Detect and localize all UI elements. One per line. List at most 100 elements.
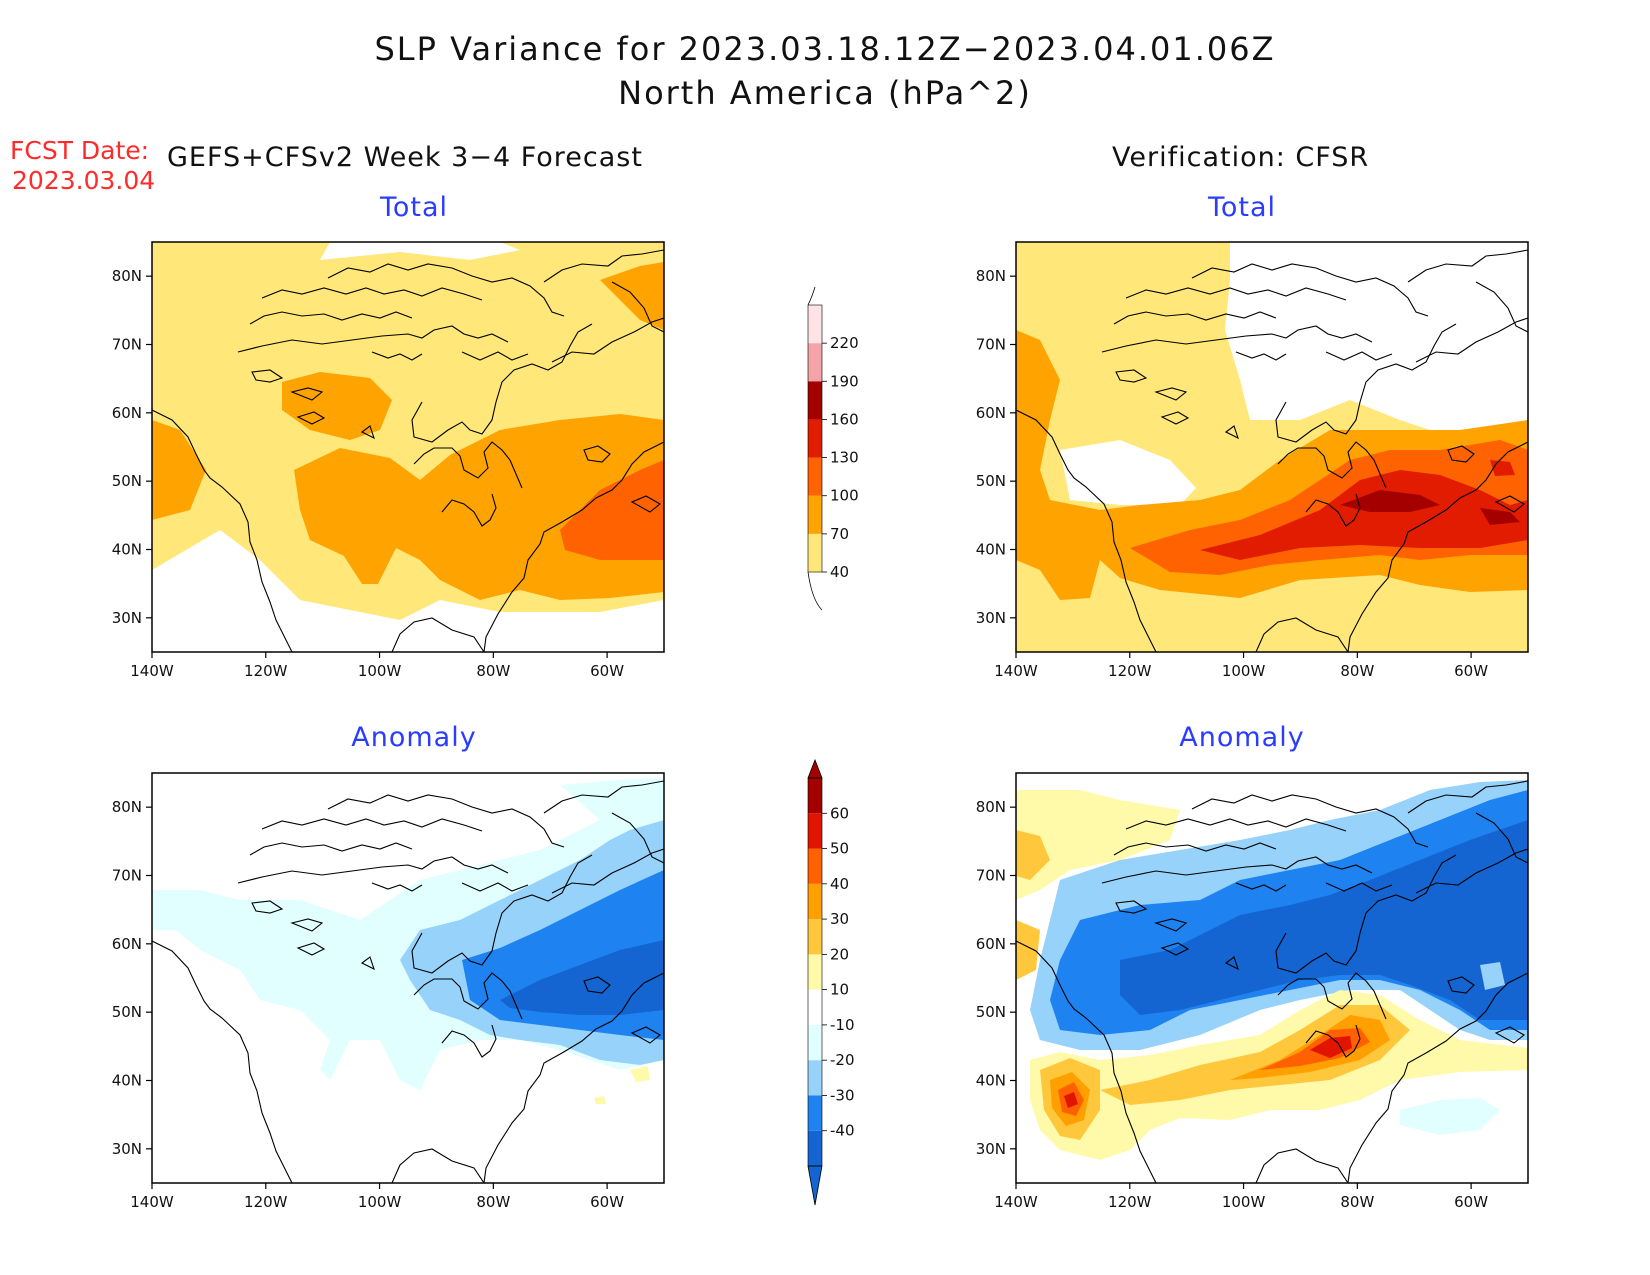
- lat-tick-label: 80N: [976, 267, 1006, 285]
- colorbar-label: 160: [830, 410, 859, 428]
- colorbar-swatch: [808, 1024, 822, 1061]
- forecast-anomaly-title: Anomaly: [351, 722, 477, 753]
- colorbar-label: -40: [830, 1122, 855, 1140]
- verification-anomaly-frame: [1015, 772, 1529, 1184]
- forecast-anomaly-map: [152, 773, 664, 1183]
- colorbar-swatch: [808, 343, 822, 382]
- colorbar-swatch: [808, 419, 822, 458]
- verification-anomaly-axes: 140W 120W 100W 80W 60W 80N 70N 60N 50N 40N 30N: [976, 798, 1489, 1211]
- verification-anomaly-title: Anomaly: [1179, 722, 1305, 753]
- colorbar-swatch: [808, 778, 822, 814]
- lon-tick-label: 60W: [590, 662, 624, 680]
- colorbar-swatch: [808, 1060, 822, 1096]
- colorbar-swatch: [808, 954, 822, 990]
- lon-tick-label: 100W: [358, 662, 402, 680]
- lon-tick-label: 60W: [1454, 1193, 1488, 1211]
- lat-tick-label: 30N: [976, 1140, 1006, 1158]
- colorbar-label: 190: [830, 372, 859, 390]
- verification-total-frame: [1015, 241, 1529, 653]
- colorbar-bottom-arrow: [807, 571, 823, 611]
- colorbar-swatch: [808, 457, 822, 496]
- lat-tick-label: 70N: [976, 336, 1006, 354]
- total-colorbar: 40 70 100 130 160 190 220: [807, 286, 859, 611]
- lon-tick-label: 120W: [244, 1193, 288, 1211]
- lon-tick-label: 80W: [1340, 1193, 1374, 1211]
- forecast-anomaly-frame: [151, 772, 665, 1184]
- lon-tick-label: 120W: [1108, 1193, 1152, 1211]
- lat-tick-label: 30N: [112, 609, 142, 627]
- lat-tick-label: 40N: [976, 541, 1006, 559]
- forecast-total-map: [152, 242, 664, 652]
- lat-tick-label: 40N: [112, 541, 142, 559]
- colorbar-label: -30: [830, 1086, 855, 1104]
- forecast-heading: GEFS+CFSv2 Week 3−4 Forecast: [167, 142, 643, 173]
- colorbar-swatch: [808, 1095, 822, 1131]
- fcst-date-value: 2023.03.04: [12, 166, 156, 195]
- lon-tick-label: 100W: [1222, 662, 1266, 680]
- lat-tick-label: 30N: [112, 1140, 142, 1158]
- colorbar-label: 40: [830, 875, 849, 893]
- forecast-total-frame: [151, 241, 665, 653]
- lat-tick-label: 80N: [112, 267, 142, 285]
- colorbar-swatch: [808, 381, 822, 420]
- lon-tick-label: 140W: [994, 662, 1038, 680]
- lat-tick-label: 40N: [976, 1072, 1006, 1090]
- colorbar-bottom-arrow: [807, 1165, 823, 1206]
- anomaly-colorbar: -40 -30 -20 -10 10 20 30 40 50 60: [807, 758, 855, 1206]
- colorbar-swatch: [808, 533, 822, 572]
- lat-tick-label: 80N: [112, 798, 142, 816]
- forecast-total-axes: 140W 120W 100W 80W 60W 80N 70N 60N 50N 40N 30N: [112, 267, 625, 680]
- lon-tick-label: 140W: [130, 662, 174, 680]
- verification-heading: Verification: CFSR: [1112, 142, 1370, 173]
- colorbar-swatch: [808, 1130, 822, 1166]
- lon-tick-label: 80W: [476, 662, 510, 680]
- colorbar-top-arrow: [807, 286, 816, 306]
- colorbar-label: 60: [830, 804, 849, 822]
- verification-total-title: Total: [1207, 192, 1277, 223]
- lat-tick-label: 50N: [976, 1003, 1006, 1021]
- colorbar-swatch: [808, 989, 822, 1025]
- lat-tick-label: 30N: [976, 609, 1006, 627]
- colorbar-label: 220: [830, 334, 859, 352]
- lat-tick-label: 70N: [976, 867, 1006, 885]
- main-subtitle: North America (hPa^2): [618, 74, 1032, 112]
- lon-tick-label: 120W: [244, 662, 288, 680]
- forecast-anomaly-axes: 140W 120W 100W 80W 60W 80N 70N 60N 50N 40N 30N: [112, 798, 625, 1211]
- lon-tick-label: 60W: [1454, 662, 1488, 680]
- colorbar-swatch: [808, 305, 822, 344]
- forecast-total-title: Total: [379, 192, 449, 223]
- lat-tick-label: 50N: [112, 472, 142, 490]
- lat-tick-label: 80N: [976, 798, 1006, 816]
- lat-tick-label: 60N: [112, 935, 142, 953]
- lon-tick-label: 60W: [590, 1193, 624, 1211]
- lon-tick-label: 120W: [1108, 662, 1152, 680]
- colorbar-swatch: [808, 919, 822, 955]
- lon-tick-label: 140W: [994, 1193, 1038, 1211]
- colorbar-label: 20: [830, 945, 849, 963]
- lat-tick-label: 60N: [976, 935, 1006, 953]
- lat-tick-label: 60N: [112, 404, 142, 422]
- lat-tick-label: 70N: [112, 336, 142, 354]
- verification-anomaly-map: [1016, 773, 1528, 1183]
- colorbar-label: -10: [830, 1016, 855, 1034]
- lat-tick-label: 50N: [976, 472, 1006, 490]
- lon-tick-label: 100W: [358, 1193, 402, 1211]
- colorbar-label: 70: [830, 525, 849, 543]
- colorbar-label: 30: [830, 910, 849, 928]
- lat-tick-label: 70N: [112, 867, 142, 885]
- lon-tick-label: 80W: [1340, 662, 1374, 680]
- colorbar-swatch: [808, 883, 822, 920]
- colorbar-swatch: [808, 495, 822, 534]
- fcst-date-label: FCST Date:: [10, 136, 150, 165]
- colorbar-swatch: [808, 813, 822, 849]
- lon-tick-label: 100W: [1222, 1193, 1266, 1211]
- verification-total-axes: 140W 120W 100W 80W 60W 80N 70N 60N 50N 40N 30N: [976, 267, 1489, 680]
- colorbar-label: 10: [830, 981, 849, 999]
- main-title: SLP Variance for 2023.03.18.12Z−2023.04.…: [374, 30, 1276, 68]
- verification-total-map: [1016, 242, 1528, 652]
- lon-tick-label: 140W: [130, 1193, 174, 1211]
- lat-tick-label: 60N: [976, 404, 1006, 422]
- lat-tick-label: 40N: [112, 1072, 142, 1090]
- colorbar-swatch: [808, 848, 822, 884]
